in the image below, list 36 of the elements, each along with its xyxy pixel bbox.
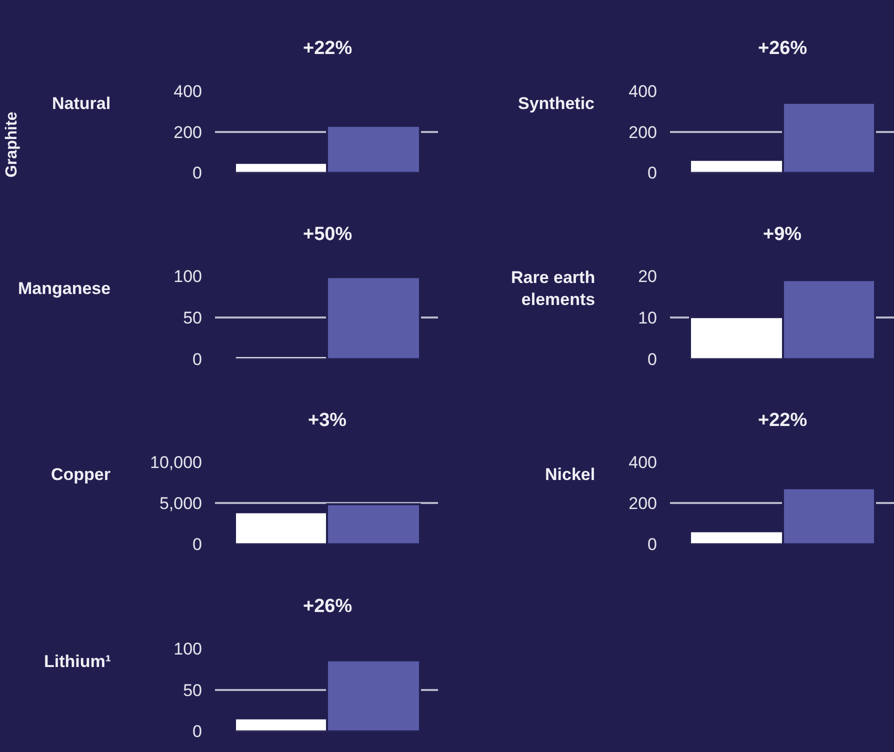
y-tick-label: 10 (638, 308, 657, 328)
text: +50% (303, 224, 352, 245)
text: Lithium¹ (44, 652, 112, 671)
y-tick-label: 100 (174, 267, 202, 286)
text: +26% (303, 596, 352, 617)
text: +22% (758, 410, 808, 431)
y-tick-label: 0 (192, 535, 202, 554)
text: Manganese (18, 279, 111, 298)
y-tick-label: 0 (648, 350, 657, 369)
y-tick-label: 0 (192, 164, 202, 183)
y-tick-label: 200 (174, 122, 202, 142)
y-tick-label: 200 (628, 494, 657, 514)
chart-title: Natural (52, 94, 111, 113)
y-tick-label: 0 (192, 350, 202, 369)
y-tick-label: 400 (628, 82, 657, 101)
y-tick-label: 10,000 (150, 453, 202, 472)
y-tick-label: 0 (648, 535, 657, 554)
text: +26% (758, 38, 808, 59)
chart-title: Copper (51, 465, 111, 484)
y-tick-label: 200 (628, 122, 657, 142)
y-tick-label: 5,000 (159, 494, 202, 514)
chart-title: Rare earth elements (511, 268, 596, 310)
y-tick-label: 0 (192, 722, 202, 742)
text: +9% (763, 224, 802, 245)
text: +22% (303, 38, 352, 59)
y-tick-label: 400 (628, 453, 657, 472)
y-tick-label: 100 (174, 639, 202, 658)
chart-title: Synthetic (518, 94, 595, 113)
y-tick-label: 0 (648, 164, 657, 183)
text: +3% (308, 410, 347, 431)
y-axis-title: Graphite (4, 112, 21, 178)
y-tick-label: 50 (183, 308, 202, 328)
y-tick-label: 50 (183, 680, 202, 700)
chart-title: Nickel (545, 465, 596, 484)
y-tick-label: 20 (638, 267, 657, 286)
y-tick-label: 400 (174, 82, 202, 101)
